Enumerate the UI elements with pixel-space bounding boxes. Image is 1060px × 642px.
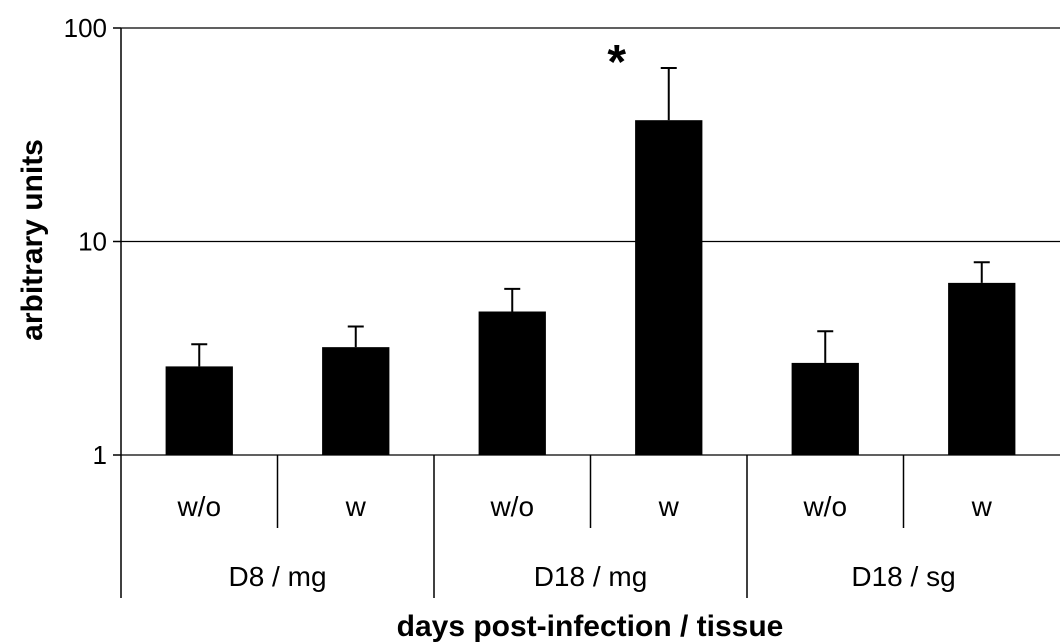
bar <box>791 362 859 455</box>
bar <box>165 366 233 455</box>
y-axis-title: arbitrary units <box>16 139 49 341</box>
bars <box>165 120 1016 455</box>
x-axis-title: days post-infection / tissue <box>397 610 784 642</box>
x-group-label: D18 / sg <box>851 561 955 592</box>
bar <box>322 347 390 455</box>
bar <box>478 311 546 455</box>
x-category-label: w/o <box>802 491 847 522</box>
x-category-label: w <box>658 491 680 522</box>
bar <box>635 120 703 455</box>
x-group-label: D18 / mg <box>534 561 648 592</box>
annotations: * <box>607 36 626 89</box>
gridlines <box>121 27 1060 456</box>
error-bars <box>191 66 990 367</box>
x-category-labels: w/o w w/o w w/o w D8 / mg D18 / mg D18 / sg <box>176 455 993 598</box>
x-category-label: w <box>345 491 367 522</box>
x-category-label: w/o <box>176 491 221 522</box>
y-ticks: 1 10 100 <box>64 13 121 470</box>
x-category-label: w/o <box>489 491 534 522</box>
significance-marker: * <box>607 36 626 89</box>
y-tick-label: 1 <box>93 440 107 470</box>
bar <box>948 282 1016 455</box>
y-tick-label: 10 <box>78 227 107 257</box>
x-category-label: w <box>971 491 993 522</box>
y-tick-label: 100 <box>64 13 107 43</box>
x-group-label: D8 / mg <box>228 561 326 592</box>
